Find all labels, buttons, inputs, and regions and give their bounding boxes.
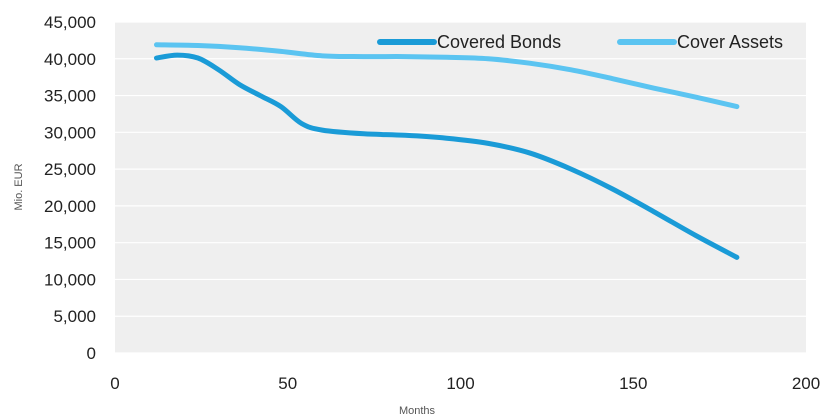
legend-label-covered-bonds: Covered Bonds	[437, 32, 561, 52]
x-tick-label: 50	[278, 374, 297, 393]
x-tick-label: 150	[619, 374, 647, 393]
y-tick-label: 40,000	[44, 50, 96, 69]
y-axis-title: Mio. EUR	[13, 163, 25, 210]
y-tick-label: 35,000	[44, 87, 96, 106]
x-axis-tick-labels: 0 50 100 150 200	[110, 374, 820, 393]
legend: Covered Bonds Cover Assets	[377, 32, 783, 52]
x-tick-label: 100	[446, 374, 474, 393]
y-tick-label: 45,000	[44, 13, 96, 32]
series-line-covered-bonds	[153, 52, 740, 260]
y-tick-label: 5,000	[53, 307, 96, 326]
x-tick-label: 200	[792, 374, 820, 393]
y-tick-label: 30,000	[44, 123, 96, 142]
legend-label-cover-assets: Cover Assets	[677, 32, 783, 52]
y-tick-label: 0	[87, 344, 96, 363]
series-lines	[153, 42, 740, 260]
y-tick-label: 15,000	[44, 234, 96, 253]
y-tick-label: 20,000	[44, 197, 96, 216]
x-tick-label: 0	[110, 374, 119, 393]
x-axis-title: Months	[399, 405, 436, 417]
y-axis-tick-labels: 0 5,000 10,000 15,000 20,000 25,000 30,000 35,0…	[44, 13, 96, 363]
series-line-cover-assets	[153, 42, 740, 110]
y-tick-label: 10,000	[44, 270, 96, 289]
y-tick-label: 25,000	[44, 160, 96, 179]
gridlines	[115, 21, 806, 354]
